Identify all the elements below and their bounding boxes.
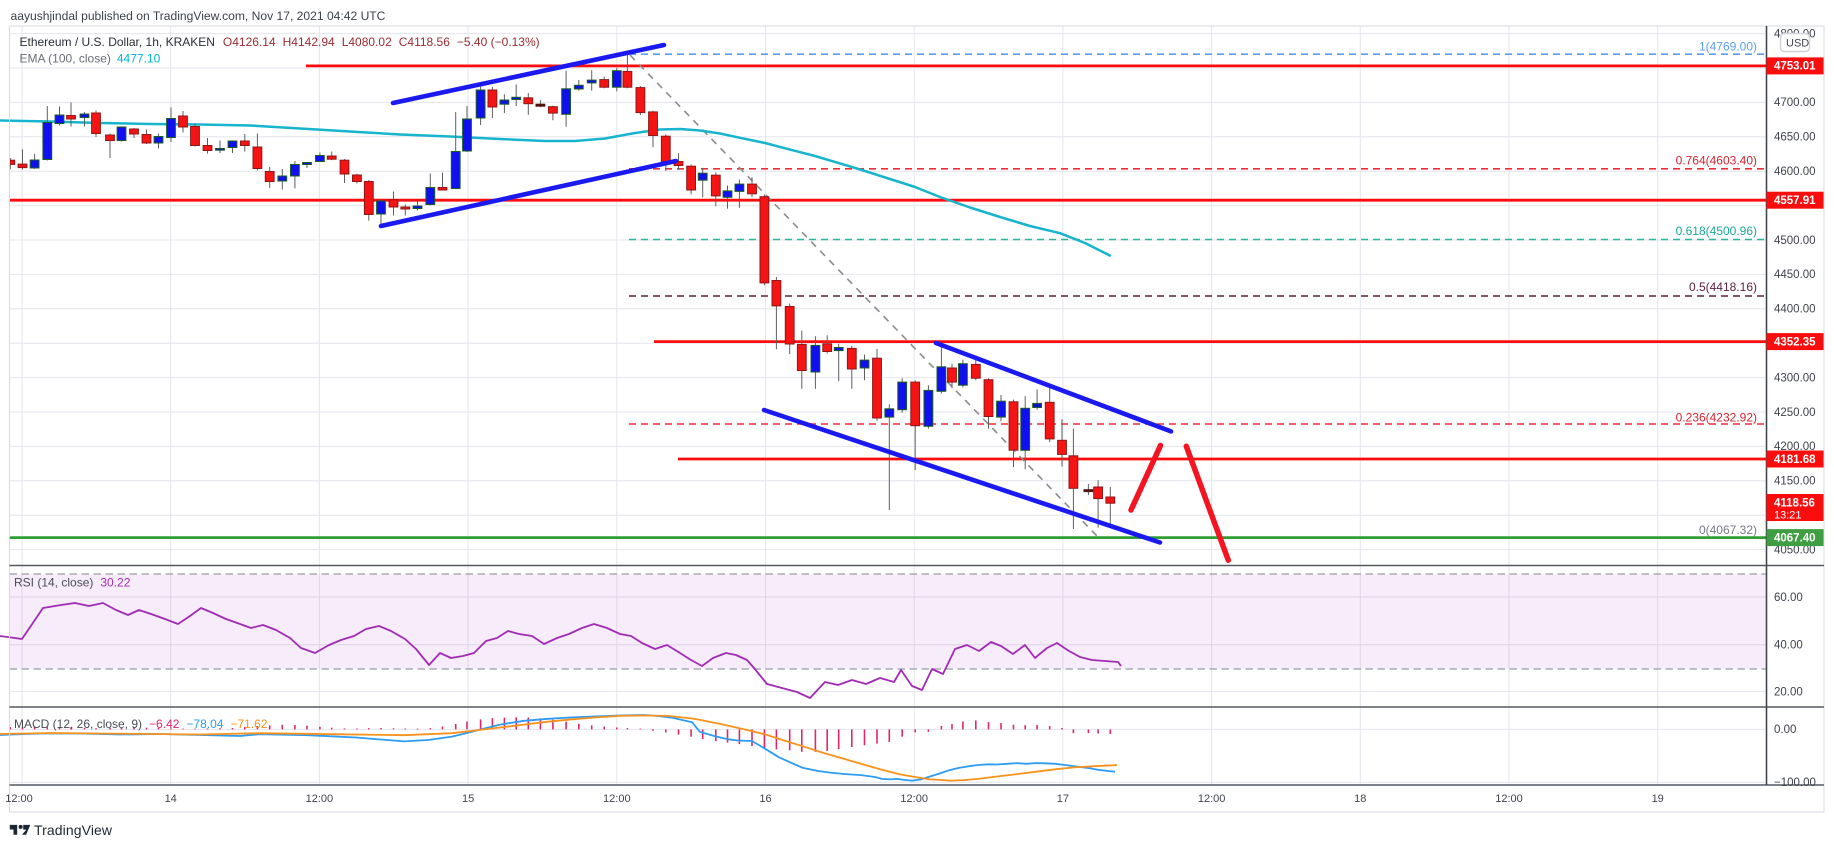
- svg-text:12:00: 12:00: [603, 793, 631, 805]
- svg-text:4753.01: 4753.01: [1774, 61, 1816, 73]
- svg-text:60.00: 60.00: [1774, 592, 1803, 604]
- svg-text:12:00: 12:00: [900, 793, 928, 805]
- svg-text:4450.00: 4450.00: [1774, 269, 1816, 281]
- svg-text:17: 17: [1057, 793, 1069, 805]
- svg-text:4067.40: 4067.40: [1774, 532, 1816, 544]
- svg-text:4400.00: 4400.00: [1774, 304, 1816, 316]
- svg-text:0.618(4500.96): 0.618(4500.96): [1676, 224, 1757, 238]
- svg-text:−100.00: −100.00: [1774, 777, 1816, 789]
- svg-text:4500.00: 4500.00: [1774, 235, 1816, 247]
- svg-text:4118.56: 4118.56: [1774, 498, 1815, 510]
- svg-text:12:00: 12:00: [306, 793, 334, 805]
- svg-text:0.00: 0.00: [1774, 724, 1796, 736]
- svg-text:12:00: 12:00: [1198, 793, 1226, 805]
- svg-text:18: 18: [1354, 793, 1366, 805]
- svg-text:EMA (100, close)4477.10: EMA (100, close) 4477.10: [20, 51, 161, 65]
- svg-text:0.236(4232.92): 0.236(4232.92): [1676, 411, 1757, 425]
- svg-text:40.00: 40.00: [1774, 640, 1803, 652]
- svg-text:4050.00: 4050.00: [1774, 544, 1816, 556]
- svg-text:15: 15: [462, 793, 474, 805]
- svg-text:0.5(4418.16): 0.5(4418.16): [1689, 280, 1757, 294]
- svg-text:4300.00: 4300.00: [1774, 372, 1816, 384]
- svg-text:4600.00: 4600.00: [1774, 166, 1816, 178]
- svg-text:14: 14: [165, 793, 177, 805]
- svg-text:0(4067.32): 0(4067.32): [1699, 523, 1757, 537]
- svg-text:4352.35: 4352.35: [1774, 336, 1816, 348]
- svg-text:4557.91: 4557.91: [1774, 195, 1816, 207]
- svg-text:0.764(4603.40): 0.764(4603.40): [1676, 154, 1757, 168]
- svg-text:19: 19: [1652, 793, 1664, 805]
- svg-text:4181.68: 4181.68: [1774, 454, 1816, 466]
- svg-text:aayushjindal published on Trad: aayushjindal published on TradingView.co…: [11, 9, 386, 23]
- svg-text:13:21: 13:21: [1774, 510, 1802, 522]
- svg-text:TradingView: TradingView: [34, 822, 113, 838]
- svg-text:4200.00: 4200.00: [1774, 441, 1816, 453]
- svg-text:4650.00: 4650.00: [1774, 132, 1816, 144]
- svg-text:4700.00: 4700.00: [1774, 97, 1816, 109]
- svg-text:12:00: 12:00: [1495, 793, 1523, 805]
- svg-text:12:00: 12:00: [5, 793, 33, 805]
- svg-text:4250.00: 4250.00: [1774, 407, 1816, 419]
- svg-text:RSI (14, close)30.22: RSI (14, close) 30.22: [14, 576, 131, 590]
- svg-text:USD: USD: [1786, 38, 1809, 50]
- svg-text:20.00: 20.00: [1774, 686, 1803, 698]
- svg-text:4150.00: 4150.00: [1774, 476, 1816, 488]
- svg-text:16: 16: [759, 793, 771, 805]
- svg-text:MACD (12, 26, close, 9)−6.42−7: MACD (12, 26, close, 9) −6.42 −78.04 −71.62: [14, 717, 268, 731]
- svg-text:1(4769.00): 1(4769.00): [1699, 40, 1757, 54]
